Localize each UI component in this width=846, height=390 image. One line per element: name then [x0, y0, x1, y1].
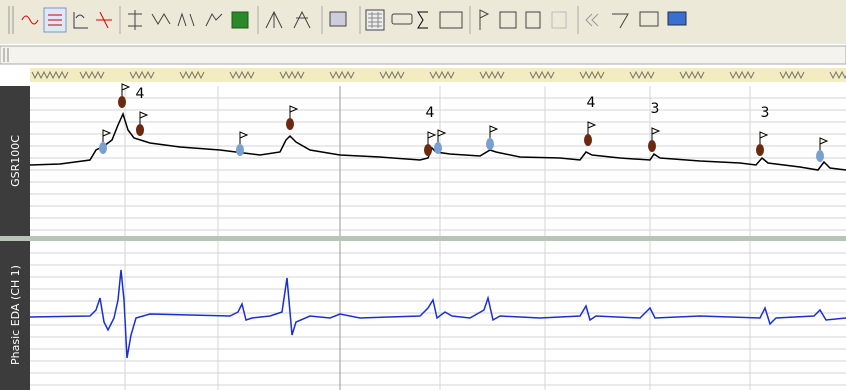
event-flag — [648, 140, 656, 152]
event-flag — [584, 134, 592, 146]
event-flag — [588, 122, 595, 134]
event-flag — [136, 124, 144, 136]
event-flag — [290, 106, 297, 118]
status-strip — [0, 46, 846, 64]
event-flag — [286, 118, 294, 130]
channel-label: GSR100C — [9, 135, 22, 187]
event-flag — [756, 144, 764, 156]
event-flag — [99, 142, 107, 154]
event-flag — [486, 138, 494, 150]
event-flag — [236, 144, 244, 156]
divider — [0, 236, 846, 241]
event-label: 4 — [136, 86, 145, 102]
channel-panel: Phasic EDA (CH 1) — [0, 241, 846, 390]
event-label: 3 — [651, 101, 660, 117]
app-window: GSR100C 4 4 4 3 3 Phasic EDA (CH 1) — [0, 0, 846, 390]
event-label: 4 — [587, 95, 596, 111]
event-flag — [820, 138, 827, 150]
toolbar — [0, 0, 846, 44]
event-flag — [118, 96, 126, 108]
event-label: 4 — [426, 105, 435, 121]
event-flag — [424, 144, 432, 156]
event-flag — [490, 126, 497, 138]
event-flag — [103, 130, 110, 142]
channel-panel: GSR100C 4 4 4 3 3 — [0, 84, 846, 236]
page: {"channels": [ {"label": "GSR100C", "eve… — [0, 0, 846, 390]
eda-waveform — [30, 270, 846, 358]
event-label: 3 — [761, 105, 770, 121]
event-flag — [434, 142, 442, 154]
event-flag — [438, 130, 445, 142]
event-flag — [816, 150, 824, 162]
channel-label: Phasic EDA (CH 1) — [9, 265, 22, 365]
